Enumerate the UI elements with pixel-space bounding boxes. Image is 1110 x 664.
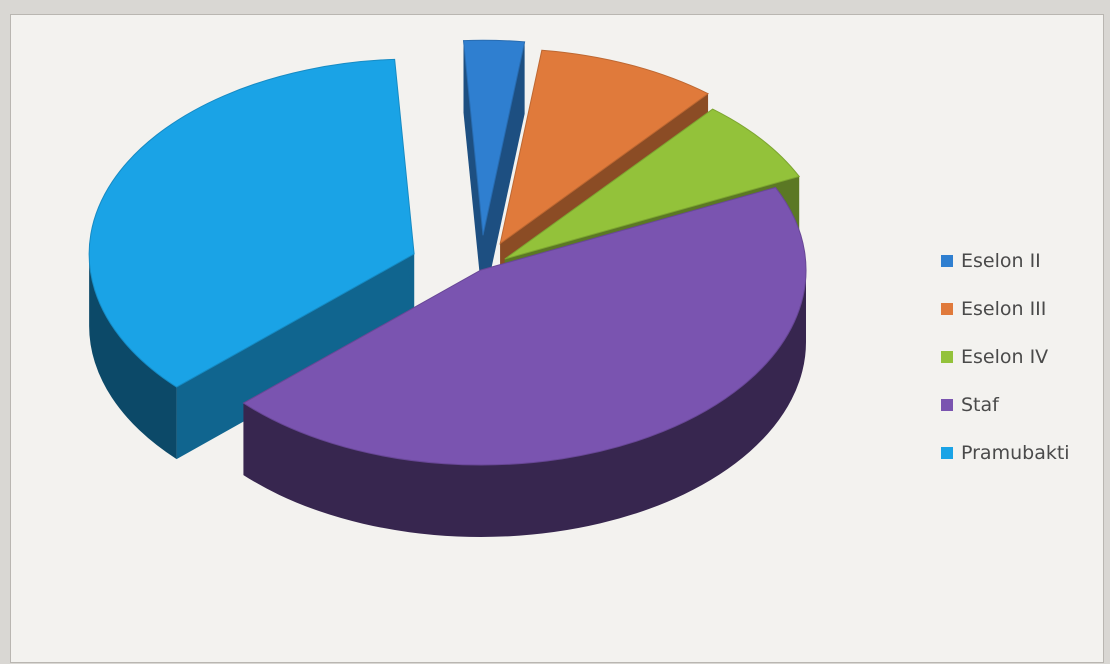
legend-item: Eselon III — [941, 285, 1101, 333]
legend-item: Staf — [941, 381, 1101, 429]
legend-swatch — [941, 255, 953, 267]
legend-item: Eselon IV — [941, 333, 1101, 381]
pie-slice-pramubakti — [88, 58, 415, 460]
legend: Eselon II Eselon III Eselon IV Staf Pramubak… — [941, 237, 1101, 477]
pie-slice-eselon-ii — [462, 39, 526, 308]
legend-swatch — [941, 399, 953, 411]
legend-label: Eselon II — [961, 250, 1041, 272]
legend-swatch — [941, 447, 953, 459]
legend-label: Staf — [961, 394, 999, 416]
legend-label: Eselon IV — [961, 346, 1049, 368]
legend-swatch — [941, 351, 953, 363]
chart-frame: Eselon II Eselon III Eselon IV Staf Pramubak… — [10, 14, 1104, 663]
pie-slice-staf — [242, 186, 807, 537]
legend-label: Eselon III — [961, 298, 1047, 320]
legend-item: Pramubakti — [941, 429, 1101, 477]
legend-item: Eselon II — [941, 237, 1101, 285]
legend-swatch — [941, 303, 953, 315]
pie-chart — [88, 39, 807, 537]
legend-label: Pramubakti — [961, 442, 1070, 464]
